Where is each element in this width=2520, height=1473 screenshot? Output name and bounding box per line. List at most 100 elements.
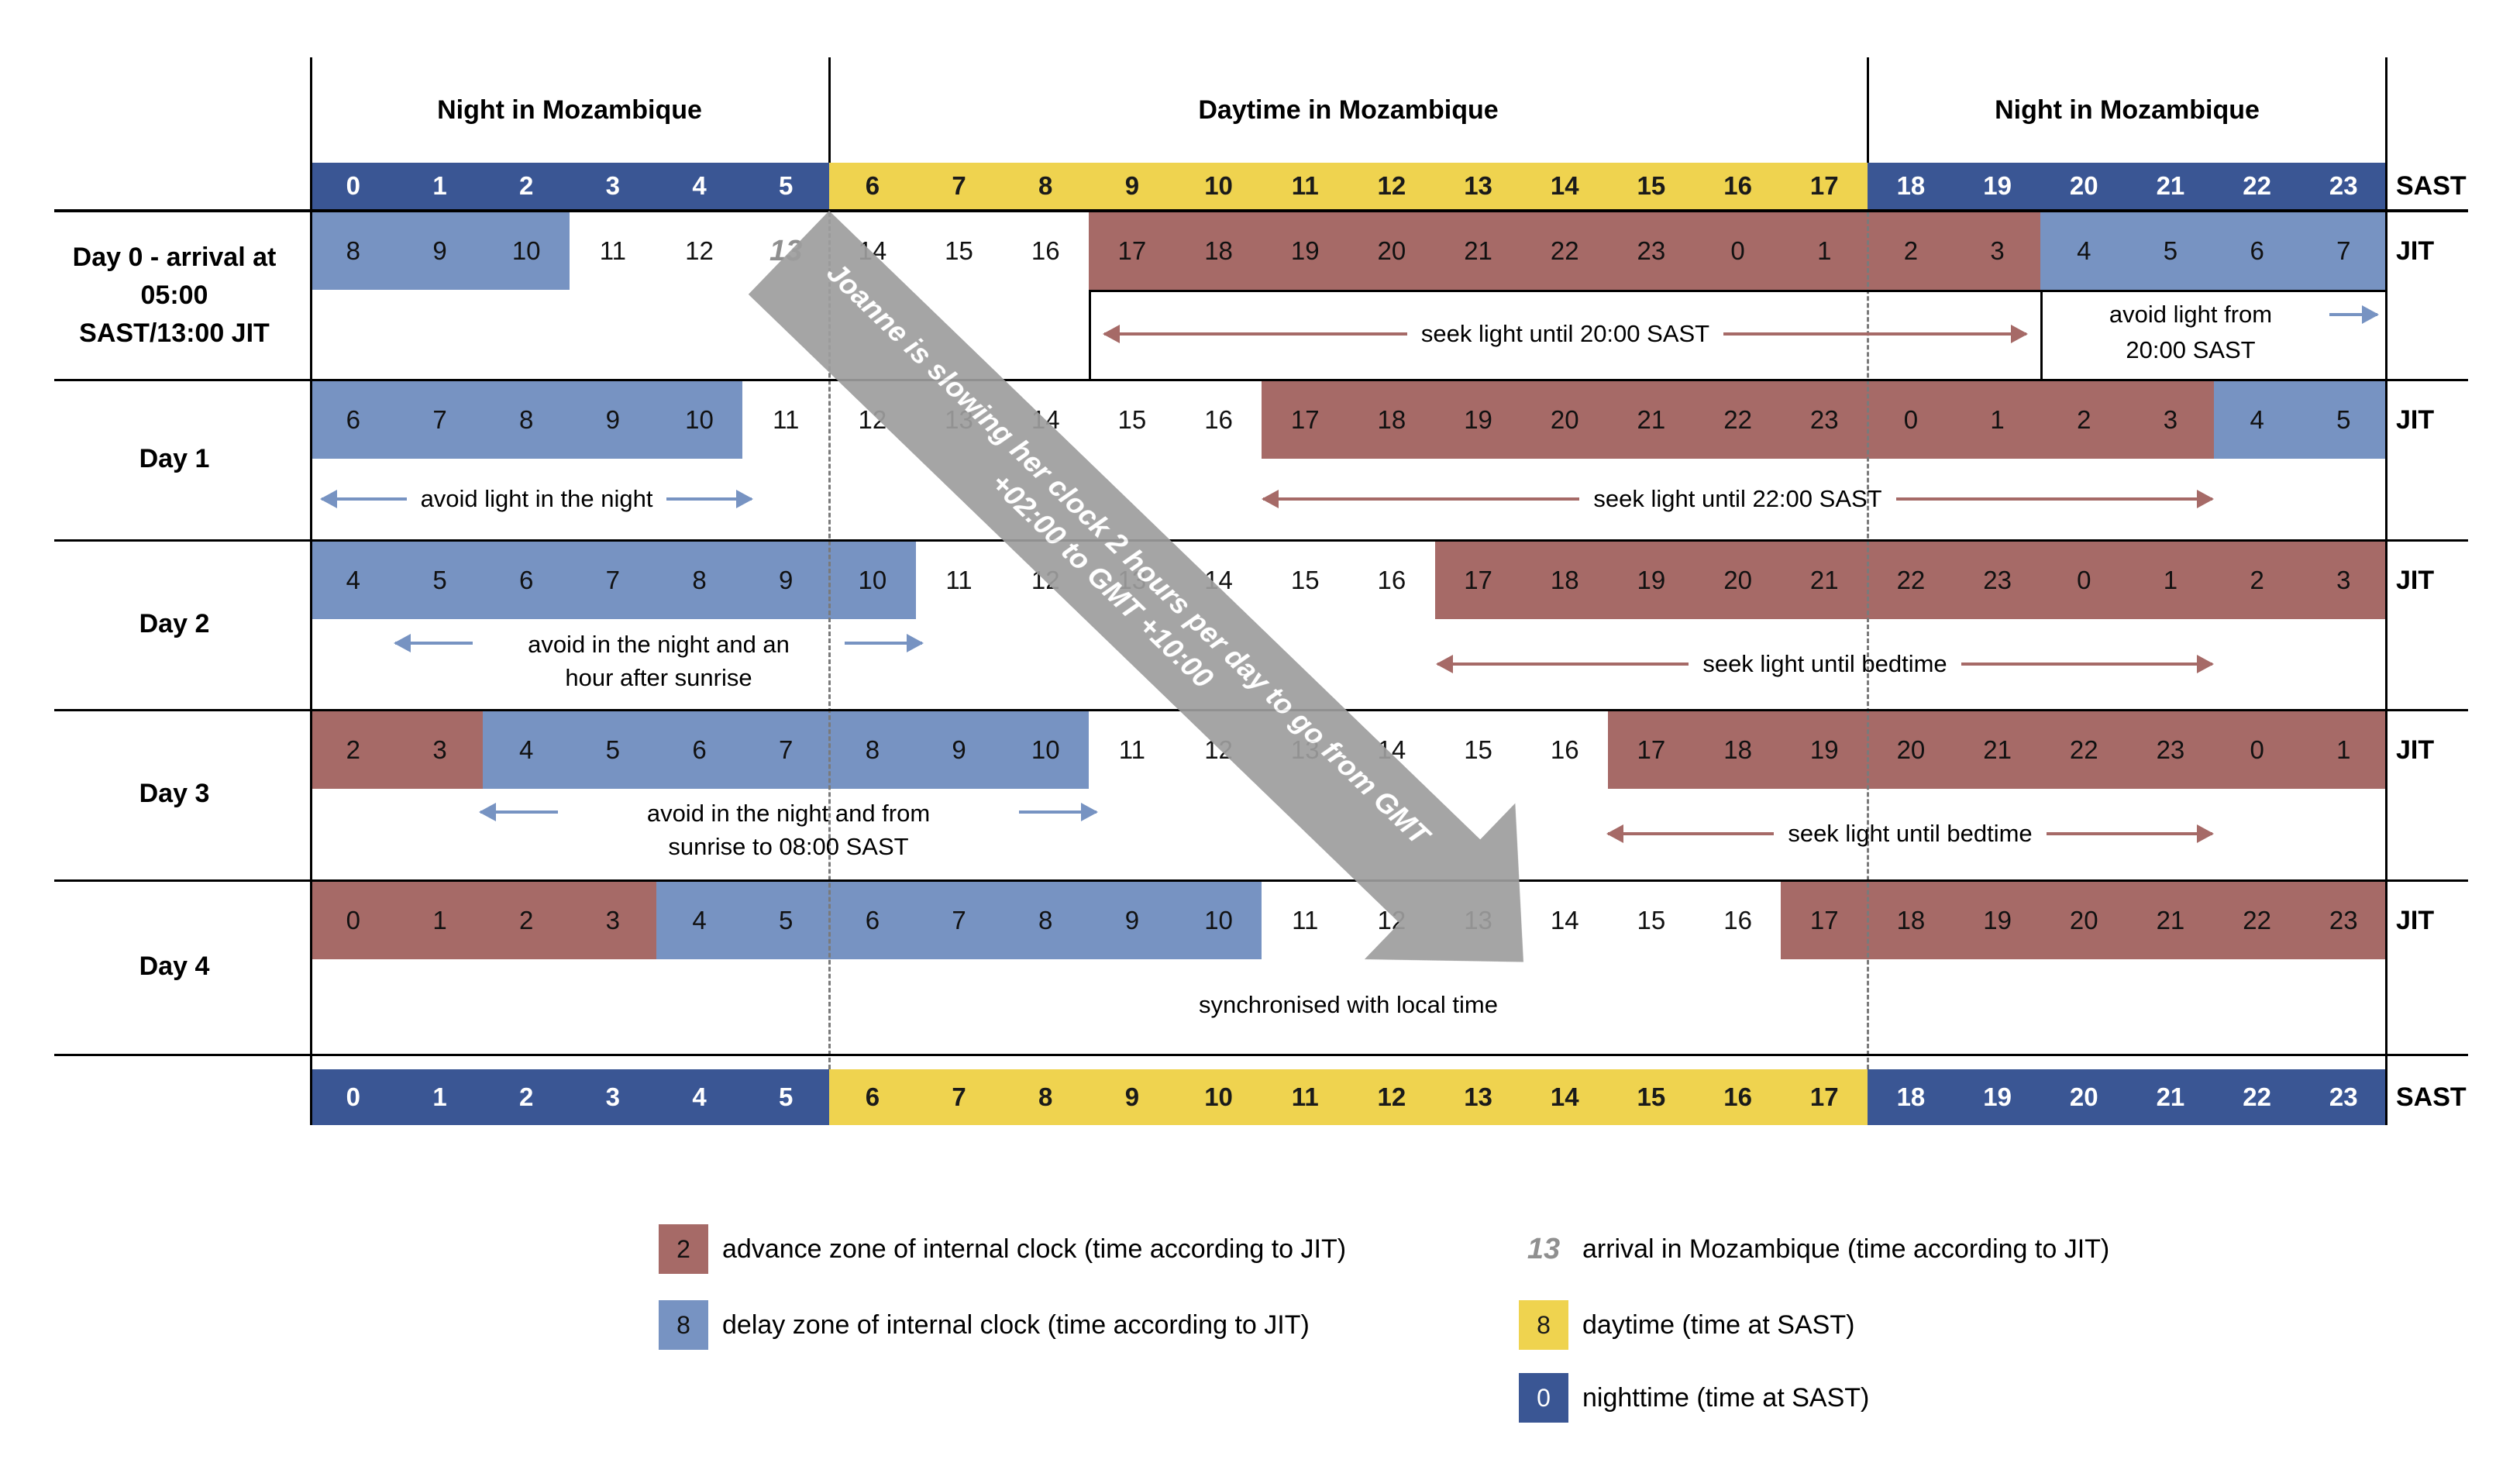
nighttime-swatch-icon: 0 (1519, 1373, 1568, 1423)
hour-cell-7: 7 (915, 163, 1003, 209)
hour-cell-21: 21 (2127, 163, 2214, 209)
legend-delay-item: 8 delay zone of internal clock (time acc… (659, 1300, 1310, 1350)
hour-cell-3: 3 (2127, 381, 2214, 459)
hour-cell-1: 1 (2300, 711, 2387, 789)
hour-cell-18: 18 (1868, 1069, 1954, 1125)
hour-cell-10: 10 (1175, 163, 1262, 209)
day2-label: Day 2 (139, 608, 210, 638)
hour-cell-4: 4 (310, 542, 397, 619)
hour-cell-1: 1 (396, 1069, 484, 1125)
day2-seek-light-text: seek light until bedtime (1702, 650, 1947, 677)
hour-cell-18: 18 (1175, 212, 1262, 290)
legend-advance-item: 2 advance zone of internal clock (time a… (659, 1224, 1346, 1274)
hour-cell-19: 19 (1954, 882, 2041, 959)
hour-cell-16: 16 (1377, 566, 1406, 594)
hour-cell-4: 4 (2040, 212, 2128, 290)
hour-cell-18: 18 (1521, 542, 1609, 619)
hour-cell-21: 21 (1954, 711, 2041, 789)
hour-cell-20: 20 (2040, 1069, 2128, 1125)
separator-day1-day2 (54, 539, 2468, 542)
hour-cell-6: 6 (2213, 212, 2301, 290)
sast-hour-row-bottom: 0 1 2 3 4 5 6 7 8 9 10 11 12 13 14 15 16 17 18 19 20 21 22 23 (310, 1069, 2387, 1125)
hour-cell-11: 11 (1262, 163, 1349, 209)
hour-cell-10: 10 (829, 542, 916, 619)
hour-cell-16: 16 (1550, 735, 1579, 764)
hour-cell-19: 19 (1608, 542, 1695, 619)
legend-nighttime-label: nighttime (time at SAST) (1582, 1382, 1870, 1413)
header-sunset-line (1867, 57, 1869, 163)
sunset-dashed-line (1867, 212, 1869, 1069)
hour-cell-22: 22 (2213, 163, 2301, 209)
header-night-right: Night in Mozambique (1995, 95, 2260, 125)
sast-unit-label-top: SAST (2396, 170, 2467, 201)
jit-unit-label-day4: JIT (2396, 905, 2435, 935)
hour-cell-15: 15 (1608, 163, 1695, 209)
day2-avoid-light-text: avoid in the night and an hour after sunr… (528, 631, 790, 692)
hour-cell-23: 23 (2300, 1069, 2387, 1125)
day0-avoid-light-text-line2: 20:00 SAST (2126, 336, 2256, 363)
hour-cell-1: 1 (1954, 381, 2041, 459)
hour-cell-11: 11 (1292, 906, 1319, 934)
hour-cell-19: 19 (1434, 381, 1522, 459)
hour-cell-3: 3 (570, 1069, 656, 1125)
hour-cell-6: 6 (829, 882, 916, 959)
separator-day3-day4 (54, 879, 2468, 882)
arrow-right-icon (2329, 305, 2379, 324)
hour-cell-16: 16 (1723, 906, 1752, 934)
hour-cell-8: 8 (310, 212, 397, 290)
hour-cell-20: 20 (1521, 381, 1609, 459)
grid-right-line (2385, 57, 2387, 1125)
hour-cell-18: 18 (1348, 381, 1435, 459)
hour-cell-14: 14 (1521, 1069, 1609, 1125)
delay-swatch-icon: 8 (659, 1300, 708, 1350)
hour-cell-5: 5 (742, 163, 830, 209)
arrow-left-icon (1606, 824, 1775, 843)
hour-cell-17: 17 (1781, 882, 1868, 959)
hour-cell-4: 4 (483, 711, 570, 789)
hour-cell-3: 3 (570, 882, 656, 959)
hour-cell-9: 9 (396, 212, 484, 290)
hour-cell-1: 1 (396, 163, 484, 209)
legend-advance-label: advance zone of internal clock (time acc… (722, 1234, 1347, 1264)
hour-cell-2: 2 (310, 711, 397, 789)
day3-hour-row: 23456789101112131415161718192021222301 (310, 711, 2387, 789)
hour-cell-6: 6 (483, 542, 570, 619)
day3-avoid-light-text: avoid in the night and from sunrise to 08… (646, 800, 931, 861)
hour-cell-23: 23 (2300, 882, 2387, 959)
day4-hour-row: 0 1 2 3 4 5 6 7 8 9 10 11 12 13 14 15 16 17 18 19 20 21 22 23 (310, 882, 2387, 959)
hour-cell-16: 16 (1694, 1069, 1782, 1125)
hour-cell-18: 18 (1694, 711, 1782, 789)
hour-cell-11: 11 (1118, 735, 1146, 764)
hour-cell-20: 20 (2040, 163, 2128, 209)
hour-cell-5: 5 (742, 882, 830, 959)
hour-cell-12: 12 (685, 236, 714, 265)
hour-cell-19: 19 (1954, 1069, 2041, 1125)
arrow-right-icon (1895, 490, 2215, 508)
hour-cell-6: 6 (310, 381, 397, 459)
day2-hour-row: 45678910111213141516171819202122230123 (310, 542, 2387, 619)
hour-cell-15: 15 (1637, 906, 1666, 934)
hour-cell-23: 23 (1954, 542, 2041, 619)
hour-cell-2: 2 (1868, 212, 1954, 290)
jit-unit-label-day2: JIT (2396, 565, 2435, 595)
hour-cell-6: 6 (656, 711, 743, 789)
hour-cell-20: 20 (1694, 542, 1782, 619)
jit-unit-label-day3: JIT (2396, 735, 2435, 765)
arrow-left-icon (1103, 325, 1407, 343)
hour-cell-22: 22 (1521, 212, 1609, 290)
hour-cell-11: 11 (773, 405, 800, 434)
hour-cell-21: 21 (2127, 882, 2214, 959)
hour-cell-13: 13 (1434, 163, 1522, 209)
jit-unit-label-day1: JIT (2396, 404, 2435, 435)
day1-seek-light-annotation: seek light until 22:00 SAST (1261, 482, 2215, 516)
hour-cell-4: 4 (2213, 381, 2301, 459)
hour-cell-13: 13 (1464, 906, 1492, 934)
hour-cell-4: 4 (656, 882, 743, 959)
legend-daytime-item: 8 daytime (time at SAST) (1519, 1300, 1854, 1350)
hour-cell-6: 6 (829, 1069, 916, 1125)
hour-cell-8: 8 (829, 711, 916, 789)
hour-cell-19: 19 (1262, 212, 1349, 290)
hour-cell-0: 0 (310, 882, 397, 959)
hour-cell-5: 5 (742, 1069, 830, 1125)
hour-cell-10: 10 (656, 381, 743, 459)
